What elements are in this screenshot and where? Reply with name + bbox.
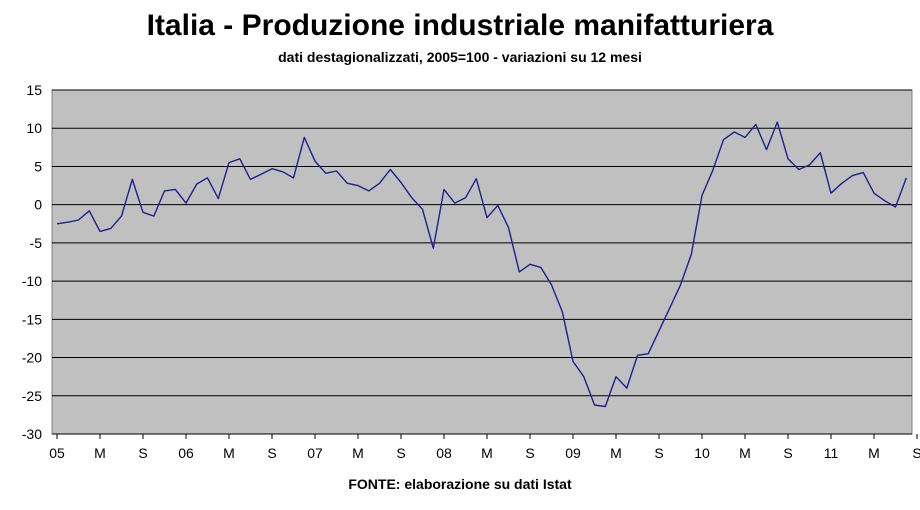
y-tick-label: -5 xyxy=(30,235,43,251)
x-tick-label: 11 xyxy=(824,445,839,461)
y-tick-label: -30 xyxy=(22,426,42,442)
x-tick-label: 06 xyxy=(178,445,194,461)
x-tick-label: M xyxy=(223,445,235,461)
y-axis-labels: 15 10 5 0 -5 -10 -15 -20 -25 -30 xyxy=(22,82,42,442)
chart-source: FONTE: elaborazione su dati Istat xyxy=(348,476,572,492)
y-tick-label: 15 xyxy=(26,82,42,98)
x-axis-labels: 05 M S 06 M S 07 M S 08 M S 09 M S 10 M S 11 M S xyxy=(49,445,920,461)
x-tick-label: M xyxy=(610,445,622,461)
y-tick-label: 5 xyxy=(34,158,42,174)
x-tick-label: M xyxy=(868,445,880,461)
x-tick-label: S xyxy=(396,445,405,461)
x-tick-label: 10 xyxy=(694,445,710,461)
y-tick-label: -20 xyxy=(22,350,42,366)
x-tick-label: 05 xyxy=(49,445,65,461)
y-tick-label: -15 xyxy=(22,311,42,327)
y-tick-label: 10 xyxy=(26,120,42,136)
y-tick-label: -25 xyxy=(22,388,42,404)
x-tick-label: S xyxy=(783,445,792,461)
x-tick-label: S xyxy=(267,445,276,461)
x-tick-label: S xyxy=(654,445,663,461)
y-tick-label: 0 xyxy=(34,197,42,213)
x-tick-label: M xyxy=(352,445,364,461)
x-tick-label: M xyxy=(481,445,493,461)
x-tick-label: 08 xyxy=(436,445,452,461)
chart-title: Italia - Produzione industriale manifatt… xyxy=(146,9,774,42)
x-tick-label: S xyxy=(912,445,920,461)
x-tick-label: S xyxy=(525,445,534,461)
plot-area xyxy=(51,89,913,435)
grid-lines xyxy=(52,89,912,397)
x-tick-label: 07 xyxy=(307,445,323,461)
series-line xyxy=(56,121,907,408)
x-tick-label: S xyxy=(138,445,147,461)
x-axis-ticks xyxy=(56,434,918,439)
x-tick-label: M xyxy=(739,445,751,461)
x-tick-label: 09 xyxy=(565,445,581,461)
series-group xyxy=(56,121,907,408)
y-tick-label: -10 xyxy=(22,273,42,289)
x-tick-label: M xyxy=(94,445,106,461)
chart-subtitle: dati destagionalizzati, 2005=100 - varia… xyxy=(278,49,642,65)
